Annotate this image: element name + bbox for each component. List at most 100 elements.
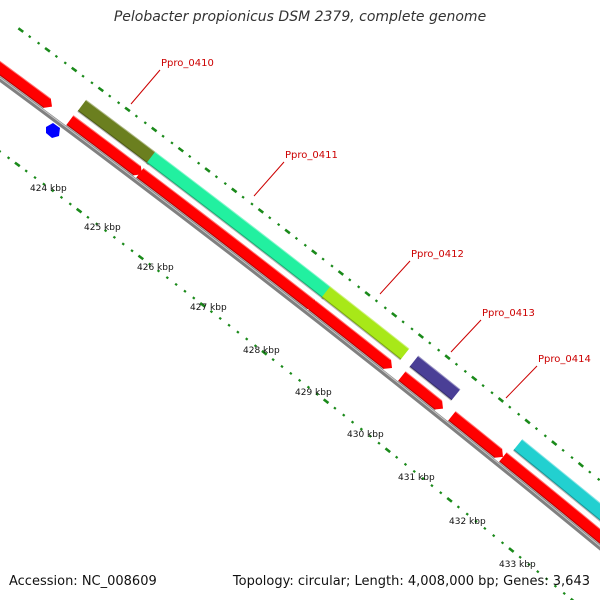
inner-scale-major-tick (384, 447, 391, 454)
inner-scale-major-tick (199, 301, 206, 308)
blue-feature-marker[interactable] (46, 123, 60, 138)
outer-scale-minor-tick (170, 141, 174, 145)
red-cds-feature[interactable] (398, 371, 443, 410)
inner-scale-minor-tick (121, 242, 125, 246)
scale-tick-label: 426 kbp (137, 263, 174, 273)
gene-block-ppro-0413[interactable] (409, 355, 461, 401)
inner-scale-minor-tick (156, 269, 161, 273)
inner-scale-minor-tick (165, 276, 169, 280)
gene-label-ppro-0413[interactable]: Ppro_0413 (482, 308, 535, 319)
outer-scale-major-tick (150, 126, 158, 133)
outer-scale-minor-tick (330, 264, 334, 268)
outer-scale-minor-tick (570, 455, 574, 460)
gene-block-ppro-0411-shade (146, 161, 325, 300)
outer-scale-minor-tick (490, 391, 494, 395)
gene-block-ppro-0414[interactable] (513, 439, 600, 525)
gene-block-ppro-0413-highlight (417, 354, 462, 390)
inner-scale-minor-tick (59, 195, 64, 199)
gene-block-ppro-0412[interactable] (321, 286, 410, 360)
inner-scale-minor-tick (174, 282, 178, 287)
inner-scale-major-tick (322, 398, 330, 405)
gene-label-ppro-0412[interactable]: Ppro_0412 (411, 249, 464, 260)
red-cds-feature-shade (135, 176, 309, 310)
outer-scale-minor-tick (303, 243, 307, 247)
outer-scale-minor-tick (383, 306, 387, 310)
scale-tick-labels: 424 kbp 425 kbp 426 kbp 427 kbp 428 kbp 429 k… (30, 184, 536, 570)
inner-scale-major-tick (137, 254, 145, 261)
inner-scale-minor-tick (297, 378, 302, 382)
outer-scale-minor-tick (63, 61, 67, 65)
gene-block-ppro-0410[interactable] (77, 99, 158, 165)
outer-scale-major-tick (524, 418, 531, 425)
outer-scale-minor-tick (454, 362, 459, 366)
scale-tick-label: 430 kbp (347, 430, 384, 440)
outer-scale-minor-tick (161, 134, 165, 138)
inner-scale-minor-tick (412, 469, 416, 474)
outer-scale-major-tick (311, 249, 318, 256)
red-cds-feature[interactable] (66, 115, 142, 176)
gene-block-ppro-0410-highlight (85, 98, 158, 154)
label-leader-lines (130, 69, 538, 399)
inner-scale-minor-tick (536, 570, 540, 574)
outer-scale-major-tick (44, 46, 51, 53)
gene-block-ppro-0412-shade (321, 296, 402, 361)
outer-scale-minor-tick (561, 448, 565, 452)
gene-block-ppro-0411-highlight (154, 150, 333, 289)
inner-scale-minor-tick (192, 296, 196, 300)
red-cds-feature[interactable] (136, 167, 316, 310)
reverse-strand-features (0, 59, 600, 546)
outer-scale-major-tick (257, 207, 265, 214)
red-cds-feature[interactable] (448, 411, 503, 458)
red-cds-feature-highlight (315, 299, 392, 361)
red-cds-feature[interactable] (0, 60, 52, 108)
outer-scale-minor-tick (223, 181, 227, 186)
inner-scale-minor-tick (474, 519, 478, 523)
gene-label-ppro-0414[interactable]: Ppro_0414 (538, 354, 591, 365)
outer-scale-minor-tick (597, 477, 600, 481)
red-cds-feature[interactable] (308, 300, 392, 369)
gene-block-ppro-0411[interactable] (146, 151, 333, 299)
inner-scale-minor-tick (103, 229, 108, 233)
outer-scale-major-tick (444, 354, 451, 361)
inner-scale-minor-tick (527, 562, 531, 567)
outer-scale-minor-tick (81, 74, 85, 78)
outer-scale-minor-tick (374, 299, 379, 303)
gene-label-ppro-0410[interactable]: Ppro_0410 (161, 58, 214, 69)
inner-scale-minor-tick (245, 337, 249, 341)
inner-scale-minor-tick (439, 491, 443, 495)
outer-scale-minor-tick (410, 327, 414, 331)
outer-scale-minor-tick (268, 216, 272, 220)
outer-scale-minor-tick (517, 412, 521, 416)
scale-tick-label: 433 kbp (499, 560, 536, 570)
gene-label-ppro-0411[interactable]: Ppro_0411 (285, 150, 338, 161)
outer-scale-minor-tick (463, 369, 467, 374)
outer-scale-minor-tick (214, 175, 219, 179)
red-cds-feature-highlight (506, 451, 600, 530)
inner-scale-minor-tick (209, 310, 214, 314)
scale-tick-label: 425 kbp (84, 223, 121, 233)
inner-scale-minor-tick (350, 420, 355, 424)
inner-scale-minor-tick (86, 215, 90, 219)
outer-scale-major-tick (364, 290, 371, 297)
outer-scale-minor-tick (357, 285, 361, 289)
inner-scale-minor-tick (112, 235, 117, 239)
inner-scale-major-tick (261, 349, 268, 356)
outer-scale-minor-tick (277, 222, 281, 227)
red-cds-feature-highlight (405, 370, 444, 402)
inner-scale-minor-tick (280, 364, 284, 369)
inner-scale-minor-tick (271, 358, 275, 362)
label-leader-ppro-0412 (379, 260, 411, 295)
outer-scale-minor-tick (294, 236, 299, 240)
inner-scale-minor-tick (492, 534, 496, 538)
red-cds-feature[interactable] (499, 452, 600, 545)
inner-scale-major-tick (75, 207, 83, 214)
scale-tick-label: 428 kbp (243, 346, 280, 356)
inner-scale-minor-tick (421, 476, 425, 481)
red-cds-feature-shade (447, 419, 496, 459)
inner-scale-minor-tick (518, 555, 522, 559)
scale-tick-label: 432 kbp (449, 517, 486, 527)
red-cds-feature-shade (498, 460, 600, 546)
inner-scale-minor-tick (333, 406, 337, 410)
red-cds-feature-shade (65, 124, 135, 177)
